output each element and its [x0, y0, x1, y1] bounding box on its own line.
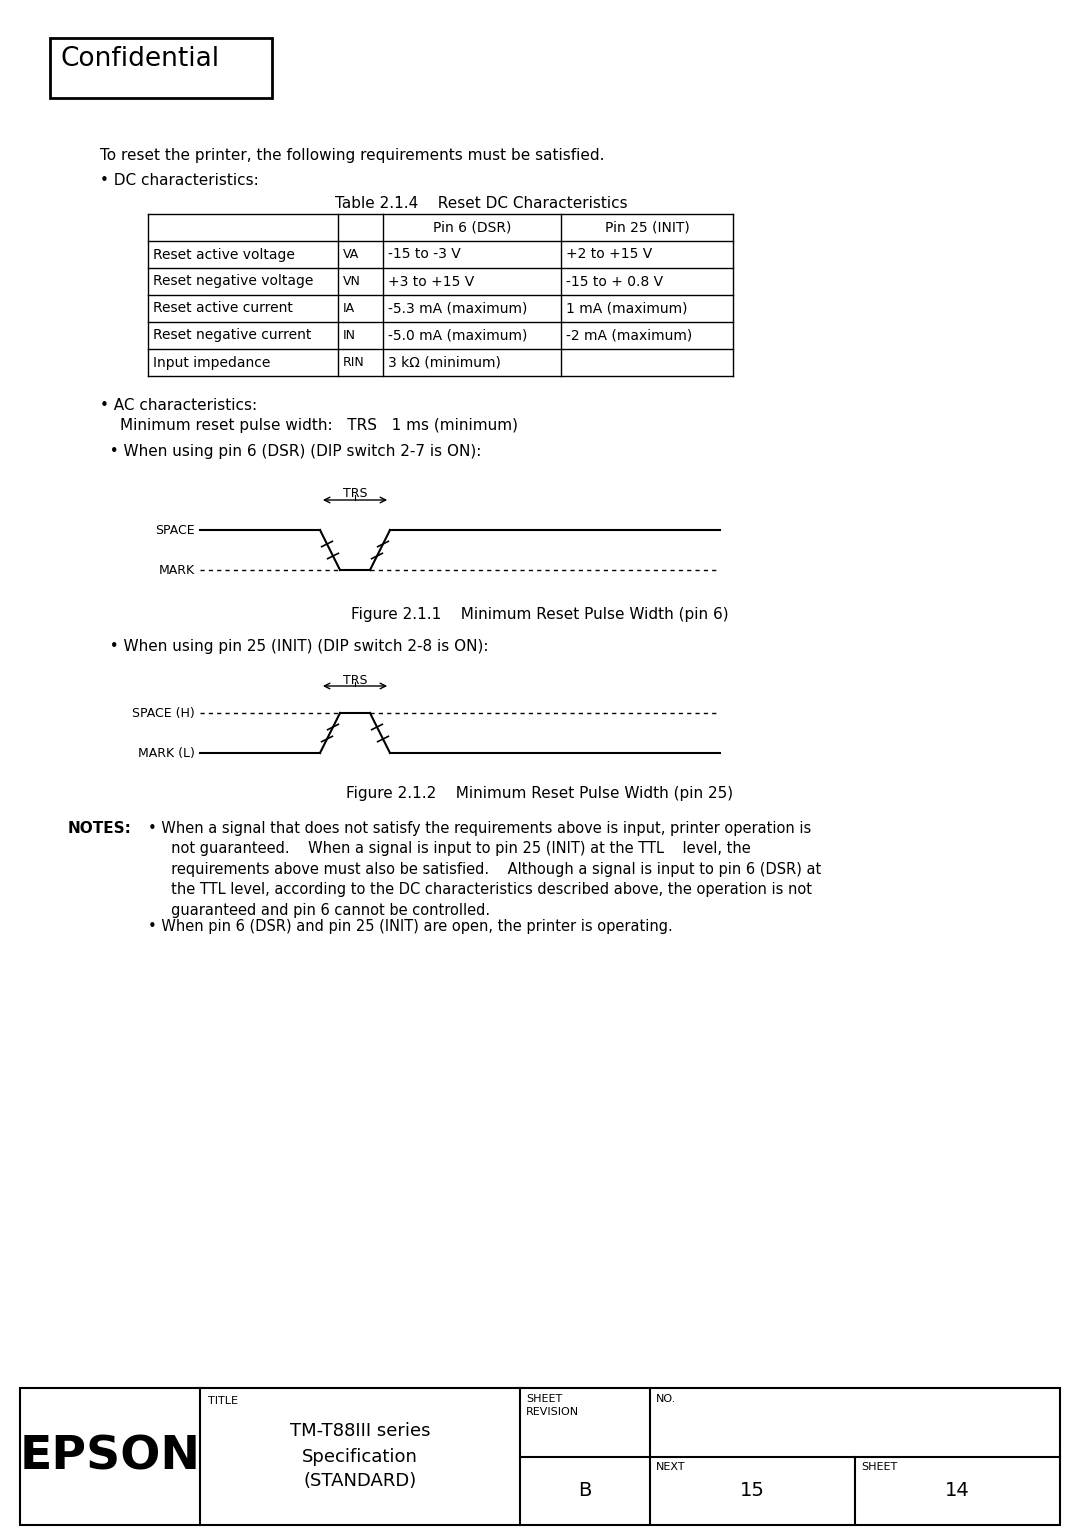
Text: +2 to +15 V: +2 to +15 V: [566, 248, 652, 261]
Text: +3 to +15 V: +3 to +15 V: [388, 275, 474, 289]
Text: -2 mA (maximum): -2 mA (maximum): [566, 329, 692, 342]
Text: Figure 2.1.1    Minimum Reset Pulse Width (pin 6): Figure 2.1.1 Minimum Reset Pulse Width (…: [351, 607, 729, 622]
Text: Pin 25 (INIT): Pin 25 (INIT): [605, 220, 689, 234]
Text: Table 2.1.4    Reset DC Characteristics: Table 2.1.4 Reset DC Characteristics: [335, 196, 627, 211]
Text: NOTES:: NOTES:: [68, 821, 132, 836]
Text: • AC characteristics:: • AC characteristics:: [100, 397, 257, 413]
Text: -5.3 mA (maximum): -5.3 mA (maximum): [388, 301, 527, 315]
Text: SPACE: SPACE: [156, 524, 195, 536]
Text: • DC characteristics:: • DC characteristics:: [100, 173, 259, 188]
Text: TRS: TRS: [342, 487, 367, 500]
Text: SHEET
REVISION: SHEET REVISION: [526, 1394, 579, 1416]
Text: Pin 6 (DSR): Pin 6 (DSR): [433, 220, 511, 234]
Text: -15 to + 0.8 V: -15 to + 0.8 V: [566, 275, 663, 289]
Text: Reset negative current: Reset negative current: [153, 329, 311, 342]
Text: VN: VN: [343, 275, 361, 287]
Text: RIN: RIN: [343, 356, 365, 368]
Text: TM-T88III series
Specification
(STANDARD): TM-T88III series Specification (STANDARD…: [289, 1423, 430, 1490]
Text: 15: 15: [740, 1481, 765, 1500]
Text: MARK: MARK: [159, 564, 195, 576]
Text: Reset active voltage: Reset active voltage: [153, 248, 295, 261]
Text: NEXT: NEXT: [656, 1461, 686, 1471]
Text: 14: 14: [945, 1481, 970, 1500]
Text: -15 to -3 V: -15 to -3 V: [388, 248, 461, 261]
Text: NO.: NO.: [656, 1394, 676, 1404]
Text: Input impedance: Input impedance: [153, 356, 270, 370]
Text: To reset the printer, the following requirements must be satisfied.: To reset the printer, the following requ…: [100, 148, 605, 163]
Text: • When using pin 25 (INIT) (DIP switch 2-8 is ON):: • When using pin 25 (INIT) (DIP switch 2…: [100, 639, 488, 654]
Text: -5.0 mA (maximum): -5.0 mA (maximum): [388, 329, 527, 342]
Text: EPSON: EPSON: [19, 1433, 201, 1479]
Text: TRS: TRS: [342, 674, 367, 688]
Text: 3 kΩ (minimum): 3 kΩ (minimum): [388, 356, 501, 370]
Text: • When using pin 6 (DSR) (DIP switch 2-7 is ON):: • When using pin 6 (DSR) (DIP switch 2-7…: [100, 445, 482, 458]
Text: IN: IN: [343, 329, 356, 342]
Text: TITLE: TITLE: [208, 1397, 238, 1406]
Text: 1 mA (maximum): 1 mA (maximum): [566, 301, 688, 315]
Text: IA: IA: [343, 303, 355, 315]
Text: Confidential: Confidential: [60, 46, 219, 72]
Text: Figure 2.1.2    Minimum Reset Pulse Width (pin 25): Figure 2.1.2 Minimum Reset Pulse Width (…: [347, 785, 733, 801]
Text: Reset active current: Reset active current: [153, 301, 293, 315]
Text: • When pin 6 (DSR) and pin 25 (INIT) are open, the printer is operating.: • When pin 6 (DSR) and pin 25 (INIT) are…: [148, 918, 673, 934]
Text: • When a signal that does not satisfy the requirements above is input, printer o: • When a signal that does not satisfy th…: [148, 821, 821, 918]
Text: MARK (L): MARK (L): [138, 747, 195, 759]
Bar: [21, 1387, 1059, 1525]
Text: Reset negative voltage: Reset negative voltage: [153, 275, 313, 289]
Text: Minimum reset pulse width:   TRS   1 ms (minimum): Minimum reset pulse width: TRS 1 ms (min…: [120, 419, 518, 432]
Bar: [50, 38, 272, 98]
Text: VA: VA: [343, 248, 360, 261]
Text: SPACE (H): SPACE (H): [132, 706, 195, 720]
Text: B: B: [578, 1481, 592, 1500]
Text: SHEET: SHEET: [861, 1461, 897, 1471]
